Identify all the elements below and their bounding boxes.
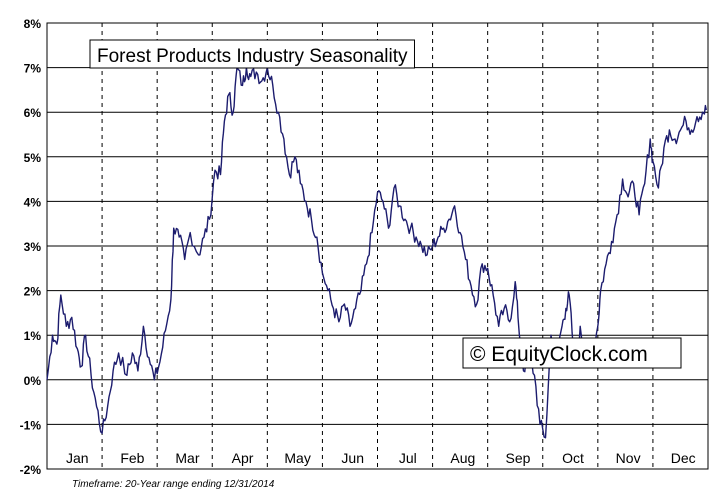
- y-tick-label: -1%: [20, 418, 42, 432]
- footnote: Timeframe: 20-Year range ending 12/31/20…: [72, 479, 275, 490]
- month-label: Jun: [341, 450, 364, 466]
- month-label: Oct: [562, 450, 584, 466]
- month-label: Mar: [175, 450, 199, 466]
- month-label: Feb: [120, 450, 144, 466]
- y-tick-label: 7%: [24, 62, 42, 76]
- chart-title-box: Forest Products Industry Seasonality: [89, 39, 415, 69]
- y-tick-label: 4%: [24, 195, 42, 209]
- month-label: Sep: [506, 450, 531, 466]
- month-label: Jul: [399, 450, 417, 466]
- y-axis: 8% 7% 6% 5% 4% 3% 2% 1% 0% -1% -2%: [20, 17, 42, 477]
- y-tick-label: 8%: [24, 17, 42, 31]
- chart-title: Forest Products Industry Seasonality: [97, 46, 408, 67]
- y-tick-label: 2%: [24, 285, 42, 299]
- y-tick-label: 1%: [24, 329, 42, 343]
- plot-border: [46, 22, 709, 470]
- month-label: Apr: [232, 450, 254, 466]
- month-label: Jan: [66, 450, 89, 466]
- month-label: Dec: [671, 450, 696, 466]
- watermark-box: © EquityClock.com: [462, 337, 682, 369]
- series-layer: [46, 66, 707, 439]
- month-label: Aug: [450, 450, 475, 466]
- y-tick-label: 6%: [24, 106, 42, 120]
- x-axis: Jan Feb Mar Apr May Jun Jul Aug Sep Oct Nov Dec: [66, 450, 696, 466]
- grid-lines: [46, 22, 709, 470]
- watermark-text: © EquityClock.com: [470, 343, 648, 366]
- y-tick-label: 0%: [24, 374, 42, 388]
- month-label: May: [284, 450, 310, 466]
- y-tick-label: 3%: [24, 240, 42, 254]
- y-tick-label: 5%: [24, 151, 42, 165]
- month-label: Nov: [616, 450, 641, 466]
- series-line: [46, 66, 707, 439]
- y-tick-label: -2%: [20, 463, 42, 477]
